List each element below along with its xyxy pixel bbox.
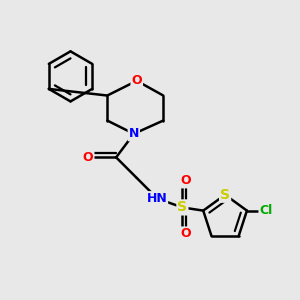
Text: Cl: Cl: [260, 204, 273, 217]
Text: O: O: [131, 74, 142, 87]
Text: HN: HN: [146, 192, 167, 205]
Text: S: S: [177, 200, 188, 214]
Text: O: O: [83, 151, 94, 164]
Text: O: O: [181, 227, 191, 240]
Text: N: N: [129, 127, 139, 140]
Text: O: O: [181, 174, 191, 188]
Text: S: S: [220, 188, 230, 202]
